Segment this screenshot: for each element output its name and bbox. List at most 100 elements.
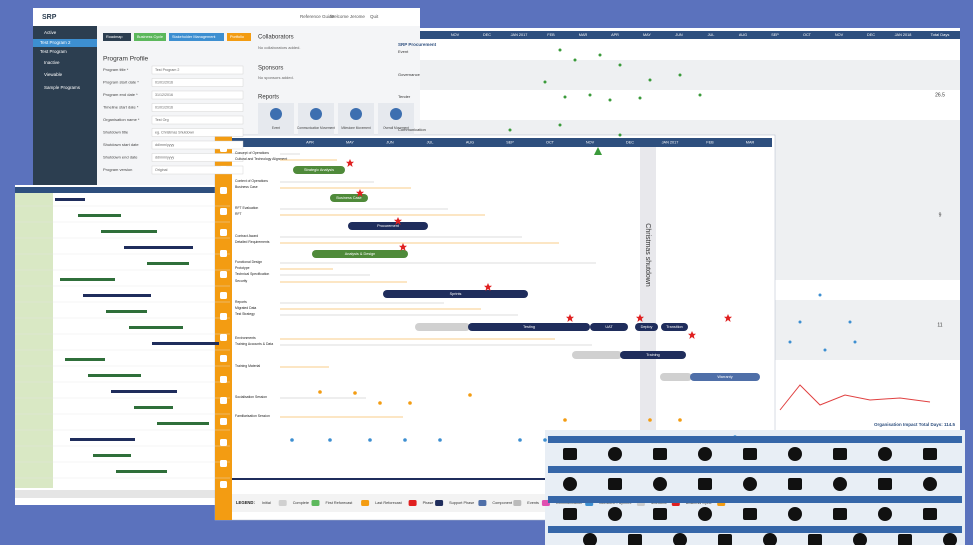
- month-label: MAY: [643, 33, 651, 37]
- event-dot: [588, 93, 592, 97]
- roadmap-header: [232, 138, 772, 147]
- field-value: Test Program 2: [155, 68, 179, 72]
- tool-icon: [220, 418, 227, 425]
- tab: [134, 33, 166, 41]
- gantt-bar: [70, 438, 135, 441]
- tool-icon: [220, 376, 227, 383]
- milestone: [399, 243, 407, 251]
- month-label: JUL: [708, 33, 715, 37]
- milestone: [346, 159, 354, 167]
- tab-label: Roadmap: [106, 35, 122, 39]
- legend-swatch: [278, 500, 287, 506]
- legend-label: First Reforecast: [326, 501, 354, 505]
- field-label: Timeline start date *: [103, 105, 139, 110]
- communication: [468, 393, 472, 397]
- nav-item: Inactive: [44, 60, 60, 65]
- tab: [103, 33, 131, 41]
- milestone: [688, 331, 696, 339]
- icon: [923, 508, 937, 520]
- phase-label: Deploy: [641, 325, 653, 329]
- header-link: Welcome Jerome: [330, 14, 365, 19]
- phase-bar: [312, 250, 408, 258]
- empty-note: No sponsors added.: [258, 75, 294, 80]
- nav-item: Test Program 2: [40, 40, 71, 45]
- input: [151, 140, 244, 150]
- initial-bar: [572, 351, 622, 359]
- nav-selected: [33, 39, 97, 47]
- month-label: APR: [306, 141, 314, 145]
- row-label: Security: [235, 279, 248, 283]
- gantt-labels: [15, 193, 53, 488]
- icon: [563, 448, 577, 460]
- input: [151, 65, 244, 75]
- milestone: [484, 283, 492, 291]
- icon: [878, 478, 892, 490]
- tool-icon: [220, 313, 227, 320]
- icon: [763, 533, 777, 545]
- total-header: Total Days: [931, 32, 950, 37]
- gantt-bar: [101, 230, 157, 233]
- today-marker: [594, 147, 602, 155]
- field-value: 31/12/2016: [155, 93, 173, 97]
- row-label: Familiarisation Session: [235, 414, 270, 418]
- field-label: Shutdown title: [103, 130, 129, 135]
- gantt-bar: [55, 198, 85, 201]
- month-label: JUN: [675, 33, 683, 37]
- milestone: [636, 314, 644, 322]
- communication: [438, 438, 442, 442]
- icon: [833, 508, 847, 520]
- timeline-header: [393, 31, 960, 39]
- legend-label: Component: [492, 501, 513, 505]
- tool-icon: [220, 355, 227, 362]
- gantt-bar: [88, 374, 141, 377]
- icon: [853, 533, 867, 545]
- gantt-legend: [15, 490, 230, 498]
- total-days: 9: [939, 212, 942, 218]
- header-link: Reference Guide: [300, 14, 335, 19]
- field-value: dd/mm/yyyy: [155, 155, 174, 159]
- label-strip: [548, 496, 962, 503]
- legend-label: Last Reforecast: [375, 501, 403, 505]
- communication: [563, 418, 567, 422]
- legend-label: Complete: [293, 501, 309, 505]
- label-strip: [548, 526, 962, 533]
- band: [393, 60, 960, 90]
- legend-label: Events: [527, 501, 539, 505]
- tool-icon: [220, 145, 227, 152]
- month-label: NOV: [586, 141, 595, 145]
- legend-label: Support Phase: [449, 501, 474, 505]
- row-label: Training Material: [235, 364, 260, 368]
- communication: [353, 391, 357, 395]
- communication: [290, 438, 294, 442]
- legend-swatch: [513, 500, 522, 506]
- month-label: JUL: [427, 141, 434, 145]
- icon: [878, 507, 892, 521]
- icon: [943, 533, 957, 545]
- legend-swatch: [435, 500, 444, 506]
- nav-item: Active: [44, 30, 57, 35]
- row-label: Cultural and Technology Alignment: [235, 157, 287, 161]
- field-value: 01/01/2016: [155, 105, 173, 109]
- month-label: FEB: [547, 33, 555, 37]
- event-dot: [638, 96, 642, 100]
- phase-label: Testing: [523, 325, 535, 329]
- gantt-bar: [124, 246, 193, 249]
- phase-label: UAT: [605, 325, 613, 329]
- field-label: Shutdown start date: [103, 142, 139, 147]
- row-label: RFT Evaluation: [235, 206, 258, 210]
- communication: [328, 438, 332, 442]
- report-label: Event: [272, 126, 280, 130]
- row-label: Socialisation Session: [235, 395, 267, 399]
- month-label: OCT: [546, 141, 555, 145]
- legend-swatch: [361, 500, 370, 506]
- communication: [378, 401, 382, 405]
- event-dot: [563, 95, 567, 99]
- gantt-bar: [106, 310, 147, 313]
- month-label: JUN: [386, 141, 394, 145]
- month-label: APR: [611, 33, 619, 37]
- icon: [718, 534, 732, 545]
- row-label: Migrated Data: [235, 306, 256, 310]
- gantt-bar: [93, 454, 131, 457]
- milestone: [356, 189, 364, 197]
- row-label: Training Accounts & Data: [235, 342, 273, 346]
